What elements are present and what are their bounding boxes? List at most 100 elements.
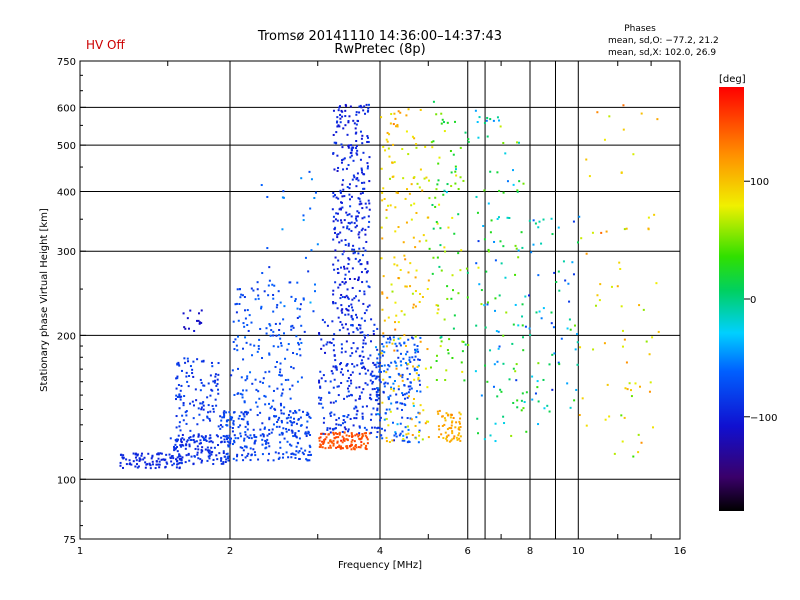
data-point xyxy=(210,440,213,443)
data-point xyxy=(346,438,349,441)
data-point xyxy=(417,350,420,353)
data-point xyxy=(356,364,359,367)
data-point xyxy=(353,122,356,125)
data-point xyxy=(410,336,413,339)
data-point xyxy=(207,449,210,452)
data-point xyxy=(185,414,188,417)
data-point xyxy=(486,116,489,119)
data-point xyxy=(357,323,360,326)
data-point xyxy=(463,379,466,382)
data-point xyxy=(497,347,500,350)
data-point xyxy=(293,417,296,420)
data-point xyxy=(333,141,336,144)
data-point xyxy=(340,304,343,307)
data-point xyxy=(353,417,356,420)
data-point xyxy=(425,176,428,179)
data-point xyxy=(332,293,335,296)
data-point xyxy=(336,212,339,215)
data-point xyxy=(451,432,454,435)
data-point xyxy=(450,427,453,430)
data-point xyxy=(551,388,554,391)
data-point xyxy=(364,372,367,375)
data-point xyxy=(309,416,312,419)
data-point xyxy=(336,116,339,119)
data-point xyxy=(394,230,397,233)
data-point xyxy=(362,151,365,154)
data-point xyxy=(379,370,382,373)
data-point xyxy=(355,139,358,142)
data-point xyxy=(122,466,125,469)
data-point xyxy=(345,211,348,214)
data-point xyxy=(340,343,343,346)
data-point xyxy=(252,289,255,292)
data-point xyxy=(318,379,321,382)
data-point xyxy=(227,459,230,462)
data-point xyxy=(185,454,188,457)
data-point xyxy=(370,398,373,401)
data-point xyxy=(522,349,525,352)
data-point xyxy=(267,442,270,445)
x-tick-label: 6 xyxy=(465,546,471,557)
data-point xyxy=(360,271,363,274)
data-point xyxy=(332,444,335,447)
data-point xyxy=(192,404,195,407)
data-point xyxy=(340,109,343,112)
x-axis-label: Frequency [MHz] xyxy=(338,560,422,571)
data-point xyxy=(460,249,463,252)
data-point xyxy=(406,363,409,366)
data-point xyxy=(336,432,339,435)
data-point xyxy=(407,271,410,274)
data-point xyxy=(341,347,344,350)
data-point xyxy=(376,409,379,412)
data-point xyxy=(197,435,200,438)
data-point xyxy=(486,301,489,304)
data-point xyxy=(340,351,343,354)
data-point xyxy=(431,146,434,149)
data-point xyxy=(447,434,450,437)
data-point xyxy=(441,415,444,418)
data-point xyxy=(201,446,204,449)
data-point xyxy=(401,379,404,382)
data-point xyxy=(140,454,143,457)
data-point xyxy=(341,373,344,376)
data-point xyxy=(220,462,223,465)
data-point xyxy=(270,329,273,332)
data-point xyxy=(209,436,212,439)
colorbar-tick-label: −100 xyxy=(750,413,777,424)
data-point xyxy=(361,217,364,220)
data-point xyxy=(176,377,179,380)
data-point xyxy=(402,394,405,397)
data-point xyxy=(407,391,410,394)
data-point xyxy=(244,431,247,434)
data-point xyxy=(199,402,202,405)
data-point xyxy=(298,348,301,351)
data-point xyxy=(292,435,295,438)
data-point xyxy=(496,116,499,119)
data-point xyxy=(356,172,359,175)
data-point xyxy=(417,378,420,381)
data-point xyxy=(294,453,297,456)
data-point xyxy=(496,395,499,398)
data-point xyxy=(300,341,303,344)
data-point xyxy=(227,436,230,439)
data-point xyxy=(403,334,406,337)
data-point xyxy=(550,217,553,220)
data-point xyxy=(438,409,441,412)
data-point xyxy=(348,228,351,231)
data-point xyxy=(385,418,388,421)
data-point xyxy=(242,449,245,452)
data-point xyxy=(356,210,359,213)
data-point xyxy=(178,364,181,367)
data-point xyxy=(401,430,404,433)
data-point xyxy=(346,214,349,217)
data-point xyxy=(424,145,427,148)
data-point xyxy=(496,171,499,174)
data-point xyxy=(341,447,344,450)
data-point xyxy=(187,385,190,388)
data-point xyxy=(336,307,339,310)
data-point xyxy=(197,312,200,315)
data-point xyxy=(450,297,453,300)
data-point xyxy=(351,306,354,309)
data-point xyxy=(351,371,354,374)
data-point xyxy=(422,409,425,412)
